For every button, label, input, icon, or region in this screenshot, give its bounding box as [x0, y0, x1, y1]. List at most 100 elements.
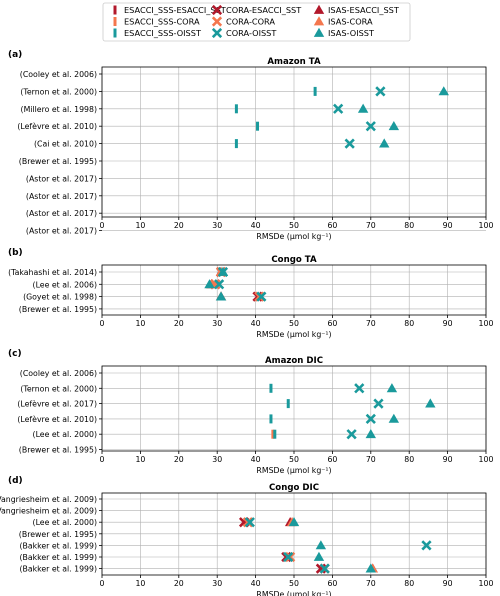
y-tick-label: (Cai et al. 2010)	[34, 140, 97, 149]
x-tick-label: 80	[404, 221, 414, 230]
x-tick-label: 20	[174, 319, 184, 328]
panel-label: (d)	[8, 476, 23, 486]
data-point	[425, 398, 436, 408]
legend-label: ESACCI_SSS-ESACCI_SST	[124, 5, 227, 15]
legend-marker	[211, 27, 223, 39]
x-axis-label: RMSDe (µmol kg⁻¹)	[256, 232, 331, 241]
panel-label: (c)	[8, 349, 22, 359]
data-point	[214, 279, 225, 290]
x-tick-label: 100	[479, 455, 494, 464]
y-tick-label: (Astor et al. 2017)	[26, 192, 97, 201]
data-point	[271, 429, 275, 439]
data-point	[373, 398, 384, 409]
data-point	[379, 138, 390, 148]
x-tick-label: 70	[366, 455, 376, 464]
y-tick-label: (Lee et al. 2006)	[33, 280, 97, 289]
data-point	[283, 551, 294, 563]
data-point	[438, 86, 449, 96]
y-tick-label: (Bakker et al. 1999)	[19, 565, 97, 574]
x-tick-label: 100	[479, 221, 494, 230]
data-point	[242, 517, 254, 528]
data-point	[354, 383, 365, 394]
data-point	[365, 429, 376, 439]
data-point	[313, 551, 325, 561]
legend-entry: ISAS-CORA	[313, 16, 373, 27]
y-tick-label: (Lefèvre et al. 2017)	[17, 400, 97, 409]
legend-entry: ISAS-ESACCI_SST	[313, 4, 400, 15]
x-tick-label: 70	[366, 579, 376, 588]
legend-marker	[211, 4, 223, 16]
x-tick-label: 20	[174, 455, 184, 464]
x-tick-label: 20	[174, 221, 184, 230]
panel-label: (b)	[8, 248, 23, 258]
data-point	[357, 103, 369, 113]
data-point	[333, 103, 344, 114]
x-tick-label: 40	[251, 221, 261, 230]
data-point	[365, 563, 376, 573]
data-point	[244, 517, 255, 528]
data-point	[313, 86, 317, 96]
y-tick-label: (Millero et al. 1998)	[21, 105, 97, 114]
legend-label: ISAS-CORA	[328, 17, 373, 27]
data-point	[421, 540, 432, 551]
y-tick-label: (Bakker et al. 1999)	[19, 553, 97, 562]
legend-entry: CORA-ESACCI_SST	[211, 4, 302, 16]
x-tick-label: 60	[327, 579, 337, 588]
y-tick-label: (Astor et al. 2017)	[26, 209, 97, 218]
y-tick-label: (Cooley et al. 2006)	[20, 70, 97, 79]
x-tick-label: 90	[443, 319, 453, 328]
y-tick-label: (Lefèvre et al. 2010)	[17, 122, 97, 131]
x-tick-label: 0	[100, 579, 105, 588]
x-tick-label: 40	[251, 455, 261, 464]
x-tick-label: 60	[327, 221, 337, 230]
x-tick-label: 70	[366, 221, 376, 230]
legend-entry: ESACCI_SSS-OISST	[113, 28, 202, 38]
x-tick-label: 70	[366, 319, 376, 328]
x-tick-label: 60	[327, 455, 337, 464]
data-point	[319, 563, 330, 574]
x-tick-label: 10	[135, 221, 145, 230]
data-point	[215, 291, 227, 301]
y-tick-label: (Goyet et al. 1998)	[23, 293, 97, 302]
x-tick-label: 50	[289, 579, 299, 588]
y-tick-label: (Cooley et al. 2006)	[20, 369, 97, 378]
y-tick-label: (Vangriesheim et al. 2009)	[0, 495, 97, 504]
x-tick-label: 100	[479, 319, 494, 328]
legend-marker	[113, 17, 117, 26]
legend-marker	[313, 4, 325, 14]
chart-title: Amazon TA	[267, 57, 321, 67]
legend-marker	[113, 28, 117, 38]
data-point	[346, 429, 357, 440]
x-tick-label: 40	[251, 319, 261, 328]
x-axis-label: RMSDe (µmol kg⁻¹)	[256, 330, 331, 339]
y-tick-label: (Brewer et al. 1995)	[19, 305, 97, 314]
x-tick-label: 0	[100, 455, 105, 464]
data-point	[234, 139, 238, 149]
data-point	[234, 104, 238, 114]
data-point	[315, 540, 327, 550]
legend-entry: CORA-CORA	[211, 16, 275, 27]
chart-panel: (d) Congo DIC (Vangriesheim et al. 2009) (V…	[0, 476, 493, 596]
legend-label: ESACCI_SSS-OISST	[124, 28, 202, 38]
data-point	[365, 121, 376, 132]
x-tick-label: 80	[404, 579, 414, 588]
data-point	[256, 291, 267, 302]
x-tick-label: 30	[212, 579, 222, 588]
y-tick-label: (Bakker et al. 1999)	[19, 541, 97, 550]
data-point	[288, 517, 300, 527]
chart-title: Congo DIC	[269, 483, 319, 493]
x-axis-label: RMSDe (µmol kg⁻¹)	[256, 466, 331, 475]
y-tick-label: (Lee et al. 2000)	[33, 430, 97, 439]
x-tick-label: 90	[443, 579, 453, 588]
chart-title: Amazon DIC	[265, 356, 323, 366]
x-tick-label: 0	[100, 319, 105, 328]
data-point	[388, 121, 400, 131]
x-tick-label: 30	[212, 319, 222, 328]
x-tick-label: 90	[443, 221, 453, 230]
legend-entry: ESACCI_SSS-CORA	[113, 17, 200, 27]
chart-panel: (a) Amazon TA (Cooley et al. 2006) (Ternon …	[8, 50, 493, 241]
data-point	[256, 121, 260, 131]
legend-label: CORA-CORA	[226, 17, 275, 27]
data-point	[269, 383, 273, 393]
x-tick-label: 10	[135, 319, 145, 328]
